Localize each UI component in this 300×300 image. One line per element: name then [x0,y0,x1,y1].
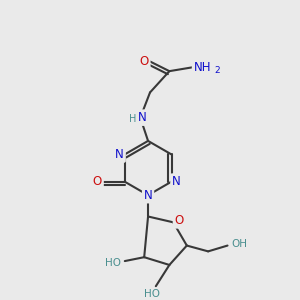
Text: O: O [140,55,149,68]
Text: OH: OH [231,238,247,249]
Text: N: N [144,189,152,202]
Text: NH: NH [194,61,211,74]
Text: H: H [129,114,136,124]
Text: N: N [172,175,181,188]
Text: HO: HO [105,258,121,268]
Text: N: N [138,111,147,124]
Text: N: N [115,148,124,161]
Text: O: O [174,214,184,227]
Text: HO: HO [144,289,160,299]
Text: 2: 2 [214,66,220,75]
Text: O: O [93,175,102,188]
